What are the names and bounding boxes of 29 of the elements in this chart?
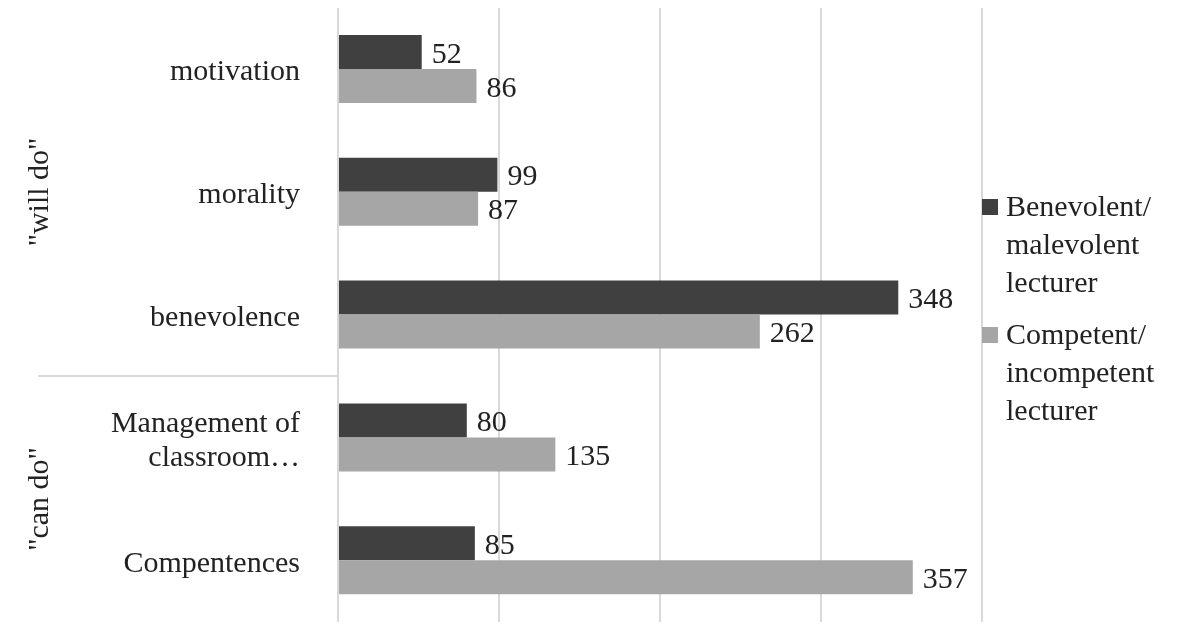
data-label: 262 (769, 315, 815, 349)
y-tick-label: morality (198, 175, 300, 209)
data-label: 348 (908, 281, 954, 315)
y-tick-label: Management of classroom… (110, 404, 300, 472)
bar (338, 560, 913, 595)
bar (338, 280, 899, 315)
bar (338, 526, 475, 561)
bar (338, 191, 479, 226)
y-tick-label: benevolence (150, 298, 300, 332)
data-label: 135 (565, 438, 611, 472)
y-tick-label: Compentences (123, 544, 300, 578)
bar (338, 69, 477, 104)
text: "can do" (21, 447, 55, 551)
data-label: 357 (922, 560, 968, 594)
data-label: 80 (476, 404, 507, 438)
data-label: 85 (484, 526, 515, 560)
bar (338, 314, 760, 349)
bar (338, 157, 498, 192)
bar (338, 403, 467, 438)
data-label: 99 (507, 158, 538, 192)
data-label: 87 (488, 192, 519, 226)
text: "will do" (21, 137, 55, 247)
bar (338, 35, 422, 70)
data-label: 52 (431, 35, 462, 69)
data-label: 86 (486, 69, 517, 103)
legend-label: Benevolent/ malevolent lecturer (1006, 188, 1152, 300)
legend-label: Competent/ incompetent lecturer (1006, 316, 1156, 428)
y-tick-label: motivation (170, 52, 300, 86)
bar (338, 437, 556, 472)
